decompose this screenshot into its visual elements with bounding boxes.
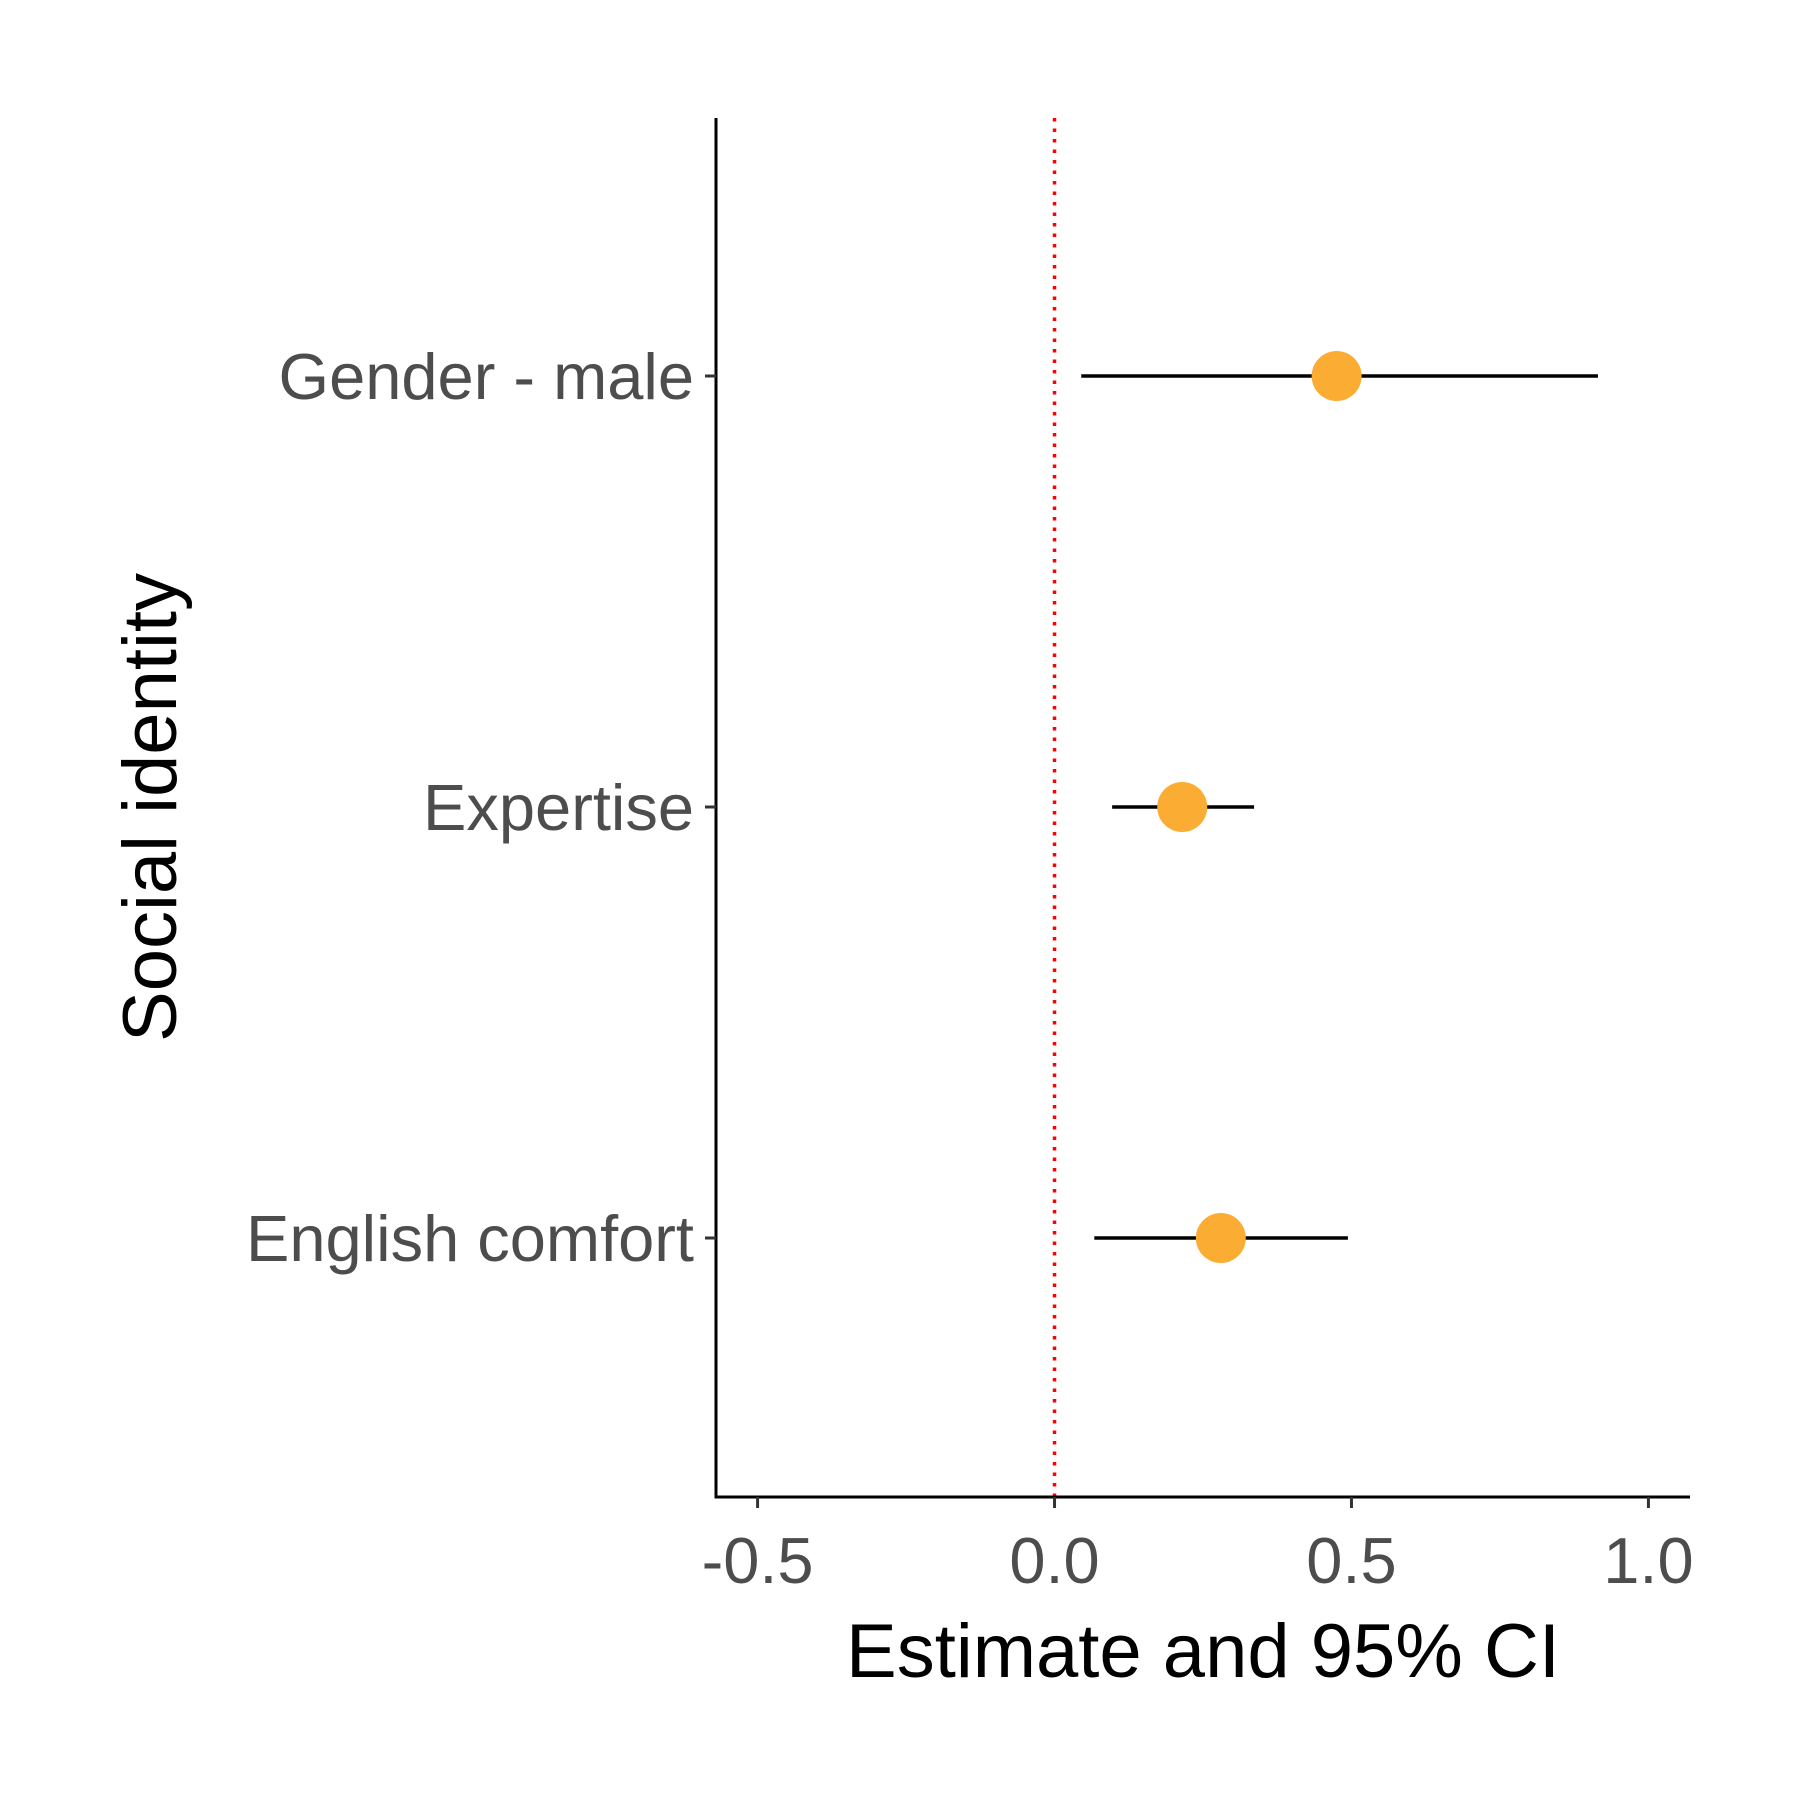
- x-tick-label: -0.5: [702, 1524, 814, 1597]
- x-tick-label: 0.5: [1306, 1524, 1396, 1597]
- y-axis-title: Social identity: [108, 573, 193, 1042]
- y-tick-label: English comfort: [246, 1202, 694, 1275]
- estimate-point: [1195, 1213, 1246, 1263]
- x-axis-title: Estimate and 95% CI: [846, 1609, 1560, 1694]
- x-tick-label: 1.0: [1603, 1524, 1693, 1597]
- marks-layer: [1081, 351, 1598, 1263]
- x-tick-label: 0.0: [1009, 1524, 1099, 1597]
- y-ticks-layer: Gender - male Expertise English comfort: [246, 340, 716, 1275]
- estimate-point: [1311, 351, 1362, 401]
- estimate-point: [1157, 782, 1208, 832]
- y-tick-label: Expertise: [423, 771, 694, 844]
- x-ticks-layer: -0.5 0.0 0.5 1.0: [702, 1497, 1694, 1597]
- y-tick-label: Gender - male: [279, 340, 694, 413]
